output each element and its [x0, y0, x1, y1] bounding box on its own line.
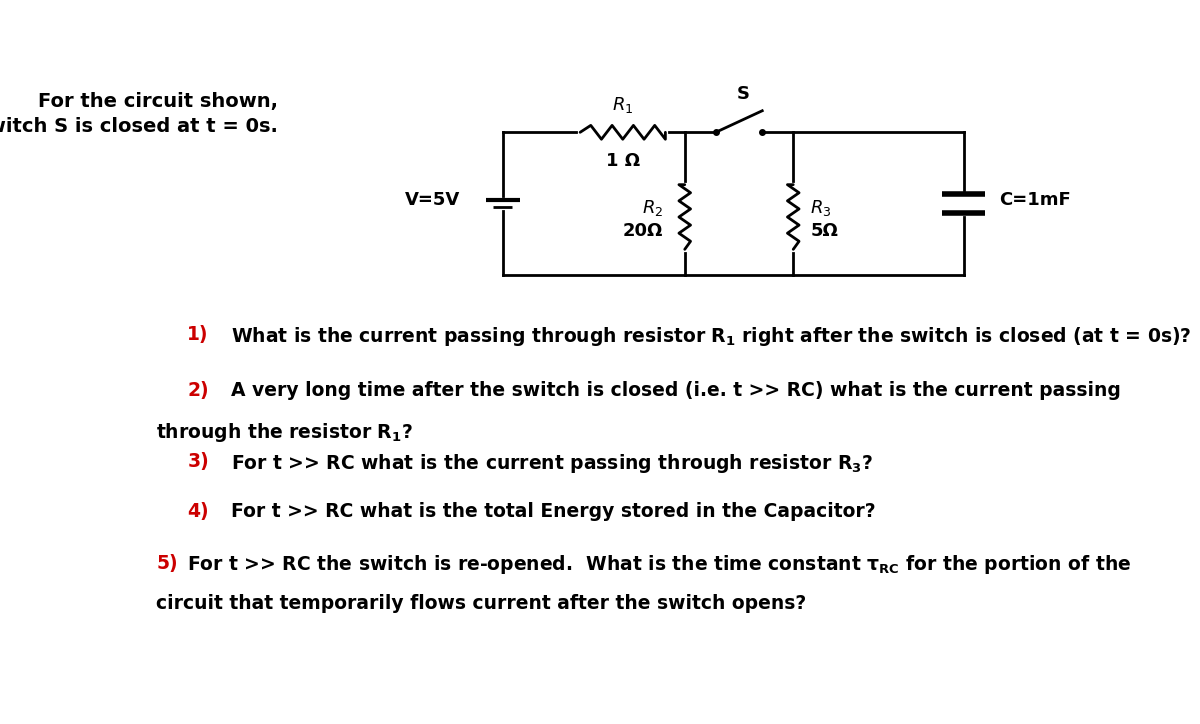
Text: C=1mF: C=1mF	[998, 191, 1070, 209]
Text: V=5V: V=5V	[404, 190, 460, 209]
Text: For t >> RC the switch is re-opened.  What is the time constant $\mathbf{\tau_{R: For t >> RC the switch is re-opened. Wha…	[187, 554, 1132, 576]
Text: 4): 4)	[187, 502, 209, 521]
Text: 1): 1)	[187, 325, 209, 344]
Text: S: S	[737, 85, 749, 103]
Text: 1 Ω: 1 Ω	[606, 151, 640, 169]
Text: through the resistor $\mathbf{R_1}$?: through the resistor $\mathbf{R_1}$?	[156, 421, 413, 444]
Text: For the circuit shown,: For the circuit shown,	[38, 91, 278, 111]
Text: $R_2$: $R_2$	[642, 198, 664, 218]
Text: the switch S is closed at t = 0s.: the switch S is closed at t = 0s.	[0, 117, 278, 136]
Text: 5): 5)	[156, 554, 178, 573]
Text: 20Ω: 20Ω	[623, 222, 664, 240]
Text: A very long time after the switch is closed (i.e. t >> RC) what is the current p: A very long time after the switch is clo…	[232, 381, 1121, 400]
Text: For t >> RC what is the total Energy stored in the Capacitor?: For t >> RC what is the total Energy sto…	[232, 502, 876, 521]
Text: 2): 2)	[187, 381, 209, 400]
Text: 5Ω: 5Ω	[810, 222, 838, 240]
Text: $R_3$: $R_3$	[810, 198, 832, 218]
Text: For t >> RC what is the current passing through resistor $\mathbf{R_3}$?: For t >> RC what is the current passing …	[232, 452, 874, 475]
Text: 3): 3)	[187, 452, 209, 471]
Text: What is the current passing through resistor $\mathbf{R_1}$ right after the swit: What is the current passing through resi…	[232, 325, 1192, 348]
Text: circuit that temporarily flows current after the switch opens?: circuit that temporarily flows current a…	[156, 594, 806, 613]
Text: $R_1$: $R_1$	[612, 96, 634, 115]
